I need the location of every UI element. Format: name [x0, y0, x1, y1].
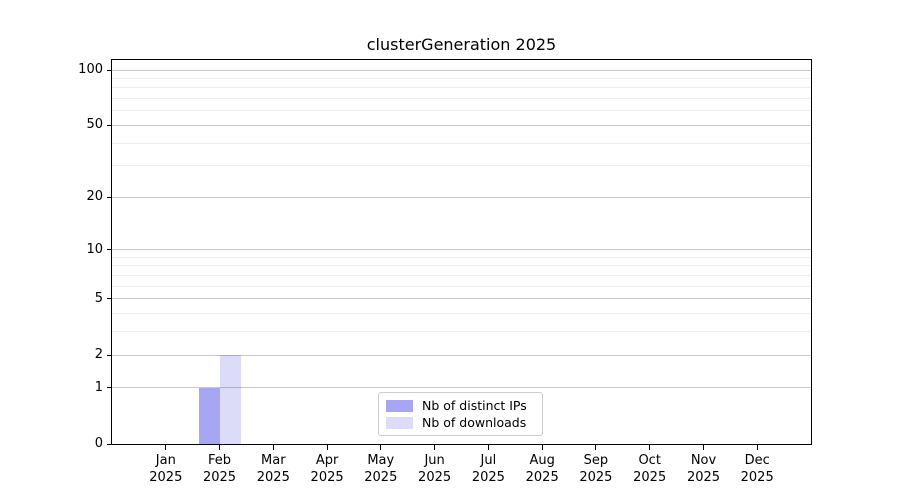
x-tick-month: Aug: [529, 453, 555, 468]
x-tick-year: 2025: [202, 470, 237, 485]
x-tick-label: Aug 2025: [514, 452, 570, 486]
x-tick-label: Sep 2025: [568, 452, 624, 486]
legend-label: Nb of distinct IPs: [422, 397, 527, 413]
major-gridline: [112, 249, 811, 251]
minor-gridline: [112, 77, 811, 79]
y-tick-mark: [107, 196, 112, 198]
x-tick-mark: [756, 445, 758, 450]
major-gridline: [112, 196, 811, 198]
y-tick-label: 10: [86, 241, 103, 257]
minor-gridline: [112, 285, 811, 287]
x-tick-year: 2025: [418, 470, 452, 485]
x-tick-label: Jun 2025: [407, 452, 463, 486]
legend: Nb of distinct IPs Nb of downloads: [378, 392, 543, 436]
bars-layer: [112, 60, 811, 444]
x-tick-mark: [326, 445, 328, 450]
bar-nb-of-distinct-ips-feb: [198, 387, 220, 444]
y-tick-label: 0: [94, 436, 103, 451]
plot-area: Nb of distinct IPs Nb of downloads: [111, 59, 812, 445]
x-tick-year: 2025: [471, 470, 505, 485]
y-tick-label: 5: [94, 290, 103, 306]
x-tick-month: Apr: [315, 453, 339, 468]
major-gridline: [112, 124, 811, 126]
chart-title: clusterGeneration 2025: [366, 35, 557, 54]
x-tick-month: Jul: [480, 453, 497, 468]
y-tick-label: 100: [78, 62, 103, 77]
x-tick-mark: [272, 445, 274, 450]
x-tick-month: May: [367, 453, 395, 468]
x-tick-year: 2025: [686, 470, 721, 485]
y-tick-mark: [107, 124, 112, 126]
x-tick-mark: [165, 445, 167, 450]
x-tick-mark: [219, 445, 220, 450]
legend-label: Nb of downloads: [422, 414, 527, 430]
x-tick-label: Nov 2025: [676, 452, 732, 486]
x-tick-label: Jul 2025: [460, 452, 516, 486]
minor-gridline: [112, 275, 811, 276]
x-tick-year: 2025: [579, 470, 613, 485]
x-tick-month: Jan: [155, 453, 176, 468]
y-tick-mark: [107, 443, 112, 445]
x-tick-month: Oct: [638, 453, 661, 468]
x-tick-mark: [649, 445, 651, 450]
x-tick-month: Nov: [690, 453, 717, 468]
x-tick-mark: [380, 445, 382, 450]
minor-gridline: [112, 165, 811, 167]
x-tick-mark: [595, 445, 597, 450]
minor-gridline: [112, 98, 811, 100]
minor-gridline: [112, 331, 811, 333]
y-tick-mark: [107, 387, 112, 389]
x-tick-year: 2025: [633, 470, 667, 485]
y-tick-mark: [107, 298, 112, 300]
major-gridline: [112, 298, 811, 300]
minor-gridline: [112, 313, 811, 315]
legend-swatch: [386, 416, 413, 429]
x-tick-label: Mar 2025: [245, 452, 301, 486]
major-gridline: [112, 387, 811, 389]
x-tick-year: 2025: [740, 470, 774, 485]
y-tick-mark: [107, 249, 112, 251]
x-tick-label: May 2025: [353, 452, 409, 486]
bar-nb-of-downloads-feb: [219, 355, 241, 444]
x-tick-mark: [487, 445, 489, 450]
x-tick-mark: [434, 445, 436, 450]
legend-row: Nb of distinct IPs: [386, 398, 534, 414]
x-tick-month: Jun: [424, 453, 445, 468]
x-tick-label: Oct 2025: [622, 452, 678, 486]
x-tick-label: Jan 2025: [138, 452, 194, 486]
y-tick-label: 50: [86, 117, 103, 133]
minor-gridline: [112, 256, 811, 258]
minor-gridline: [112, 87, 811, 89]
y-tick-mark: [107, 69, 112, 71]
x-tick-year: 2025: [256, 470, 290, 485]
x-tick-month: Feb: [207, 453, 232, 468]
minor-gridline: [112, 142, 811, 144]
x-tick-month: Sep: [583, 453, 609, 468]
y-tick-label: 1: [94, 379, 103, 395]
x-tick-mark: [703, 445, 704, 450]
y-tick-label: 20: [86, 189, 103, 205]
y-tick-label: 2: [94, 347, 103, 362]
x-tick-label: Feb 2025: [192, 452, 248, 486]
x-tick-label: Dec 2025: [729, 452, 785, 486]
y-tick-mark: [107, 354, 112, 356]
x-tick-year: 2025: [149, 470, 183, 485]
x-tick-month: Dec: [744, 453, 770, 468]
minor-gridline: [112, 265, 811, 267]
x-tick-year: 2025: [310, 470, 344, 485]
grid-layer: [112, 60, 811, 444]
x-tick-mark: [541, 445, 543, 450]
legend-row: Nb of downloads: [386, 415, 534, 431]
x-tick-year: 2025: [364, 470, 398, 485]
major-gridline: [112, 69, 811, 71]
x-tick-label: Apr 2025: [299, 452, 355, 486]
major-gridline: [112, 354, 811, 356]
legend-swatch: [386, 399, 413, 412]
x-tick-month: Mar: [261, 453, 286, 468]
x-tick-year: 2025: [525, 470, 559, 485]
minor-gridline: [112, 110, 811, 112]
